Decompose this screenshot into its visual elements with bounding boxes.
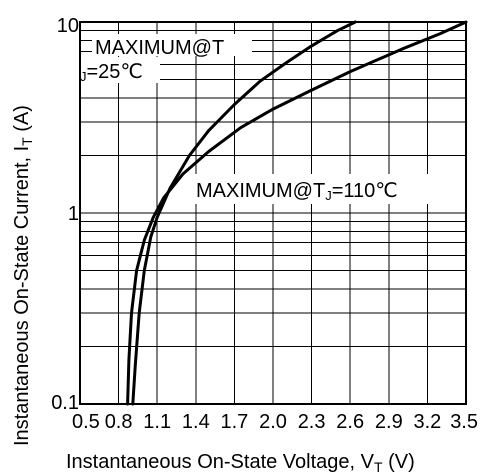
series-line-0	[131, 20, 357, 406]
series-label-110c: MAXIMUM@TJ=110℃	[194, 174, 442, 204]
x-tick-label-5: 2.0	[259, 411, 287, 433]
x-tick-label-6: 2.3	[298, 411, 326, 433]
x-tick-label-10: 3.5	[450, 411, 478, 433]
series-label-110c-sub: J	[325, 188, 332, 203]
series-label-25c-main: MAXIMUM@T	[95, 37, 224, 59]
series-label-110c-tail: =110℃	[332, 180, 398, 202]
x-tick-label-4: 1.7	[220, 411, 248, 433]
plot-frame	[79, 21, 467, 405]
x-tick-label-9: 3.2	[413, 411, 441, 433]
curves	[126, 20, 468, 406]
y-tick-label-1: 1	[68, 203, 79, 225]
series-label-25c-sub: J	[80, 69, 87, 84]
x-axis-title: Instantaneous On-State Voltage, VT (V)	[66, 451, 415, 473]
x-tick-label-0: 0.5	[72, 411, 100, 433]
series-label-110c-main: MAXIMUM@T	[196, 180, 325, 202]
svg-text:MAXIMUM@TJ=110℃: MAXIMUM@TJ=110℃	[196, 180, 398, 203]
y-tick-label-0: 0.1	[51, 392, 79, 414]
x-tick-label-2: 1.1	[143, 411, 171, 433]
x-tick-label-1: 0.8	[105, 411, 133, 433]
series-label-25c: MAXIMUM@T J=25℃	[80, 34, 252, 84]
series-label-25c-tail: =25℃	[87, 61, 143, 83]
y-tick-labels: 0.1 1 10	[51, 15, 79, 414]
y-tick-label-2: 10	[57, 15, 79, 37]
x-tick-label-8: 2.9	[375, 411, 403, 433]
x-tick-label-3: 1.4	[182, 411, 210, 433]
svg-text:J=25℃: J=25℃	[80, 61, 143, 84]
series-line-1	[126, 20, 468, 406]
x-tick-labels: 0.5 0.8 1.1 1.4 1.7 2.0 2.3 2.6 2.9 3.2 3.5	[72, 411, 478, 433]
y-axis-title: Instantaneous On-State Current, IT (A)	[11, 105, 35, 446]
x-tick-label-7: 2.6	[336, 411, 364, 433]
